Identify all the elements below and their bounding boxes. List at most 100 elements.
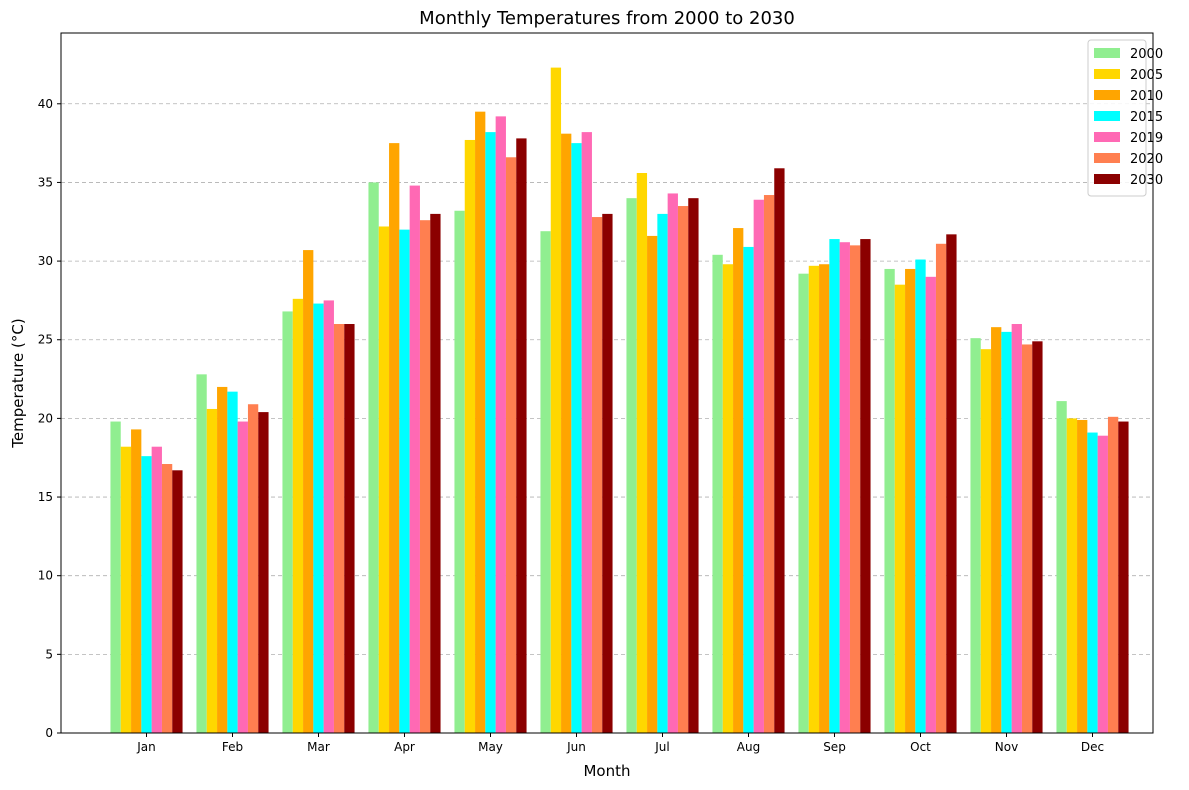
legend-swatch-2015 xyxy=(1094,111,1120,121)
bar-2000-aug xyxy=(712,254,723,733)
bar-2030-may xyxy=(516,138,527,734)
x-tick-label-oct: Oct xyxy=(910,740,931,754)
bar-2015-may xyxy=(485,132,496,733)
bar-2010-dec xyxy=(1077,419,1088,733)
bar-2005-jul xyxy=(636,173,648,733)
x-tick-label-feb: Feb xyxy=(222,740,243,754)
y-tick-label: 5 xyxy=(45,647,53,661)
bar-2019-feb xyxy=(237,421,248,733)
x-tick-label-apr: Apr xyxy=(394,740,415,754)
bar-2010-mar xyxy=(303,250,314,733)
y-tick-label: 20 xyxy=(38,411,53,425)
bar-2000-apr xyxy=(368,182,379,733)
x-tick-label-jun: Jun xyxy=(566,740,586,754)
bar-2010-feb xyxy=(217,386,228,733)
bar-2010-nov xyxy=(991,327,1002,733)
bar-2020-jan xyxy=(161,464,173,733)
bar-2020-oct xyxy=(935,243,947,734)
bar-2000-jun xyxy=(540,231,551,733)
legend-label-2015: 2015 xyxy=(1130,110,1163,125)
y-tick-label: 40 xyxy=(38,97,53,111)
y-tick-label: 35 xyxy=(38,175,53,189)
y-tick-label: 0 xyxy=(45,726,53,740)
bar-2019-apr xyxy=(409,185,420,733)
bar-2010-jan xyxy=(131,429,142,733)
legend-swatch-2005 xyxy=(1094,69,1120,79)
bar-2020-apr xyxy=(419,220,431,733)
legend-swatch-2010 xyxy=(1094,90,1120,100)
bar-2015-jul xyxy=(657,213,668,734)
bar-2019-jul xyxy=(667,193,678,733)
bar-2005-apr xyxy=(378,226,390,733)
bar-2005-nov xyxy=(980,349,992,733)
x-tick-label-jan: Jan xyxy=(136,740,156,754)
bar-2030-feb xyxy=(258,412,269,733)
plot-frame xyxy=(60,32,1154,734)
y-tick-label: 10 xyxy=(38,569,53,583)
bar-2019-dec xyxy=(1097,435,1108,733)
legend-swatch-2020 xyxy=(1094,153,1120,163)
x-tick-label-aug: Aug xyxy=(737,740,760,754)
legend-label-2020: 2020 xyxy=(1130,152,1163,167)
y-axis-ticks: 0 5 10 15 20 25 30 35 40 xyxy=(38,97,61,740)
bar-2030-sep xyxy=(860,239,871,733)
legend-swatch-2019 xyxy=(1094,132,1120,142)
bar-2015-feb xyxy=(227,391,238,733)
bar-2019-sep xyxy=(839,242,850,733)
x-tick-label-mar: Mar xyxy=(307,740,330,754)
bar-2015-aug xyxy=(743,246,754,733)
bars xyxy=(110,67,1129,734)
y-tick-label: 30 xyxy=(38,254,53,268)
x-tick-label-nov: Nov xyxy=(995,740,1018,754)
bar-2019-mar xyxy=(323,300,334,733)
legend-label-2000: 2000 xyxy=(1130,47,1163,62)
bar-2030-nov xyxy=(1032,341,1043,733)
legend-label-2019: 2019 xyxy=(1130,131,1163,146)
legend-swatch-2000 xyxy=(1094,48,1120,58)
bar-2000-feb xyxy=(196,374,207,733)
bar-2030-jan xyxy=(172,470,183,733)
bar-2015-jun xyxy=(571,143,582,733)
bar-2015-apr xyxy=(399,229,410,733)
bar-2015-jan xyxy=(141,456,152,733)
bar-2010-aug xyxy=(733,228,744,733)
bar-2015-nov xyxy=(1001,331,1012,733)
legend-swatch-2030 xyxy=(1094,174,1120,184)
bar-2010-apr xyxy=(389,143,400,733)
bar-2000-jul xyxy=(626,198,637,734)
bar-2010-sep xyxy=(819,264,830,733)
bar-2000-sep xyxy=(798,273,809,733)
bar-2000-mar xyxy=(282,311,293,733)
bar-2000-nov xyxy=(970,338,981,733)
bar-2030-aug xyxy=(774,168,785,734)
bar-2005-feb xyxy=(206,408,218,733)
bar-2015-dec xyxy=(1087,432,1098,733)
bar-2010-may xyxy=(475,111,486,734)
bar-2010-jun xyxy=(561,133,572,733)
bar-2005-aug xyxy=(722,264,734,733)
x-tick-label-jul: Jul xyxy=(654,740,669,754)
x-tick-label-sep: Sep xyxy=(823,740,846,754)
bar-2019-nov xyxy=(1011,324,1022,733)
bar-2005-oct xyxy=(894,284,906,733)
bar-2000-may xyxy=(454,210,465,733)
x-axis-ticks: Jan Feb Mar Apr May Jun Jul Aug Sep Oct Nov Dec xyxy=(136,733,1104,754)
x-tick-label-may: May xyxy=(478,740,503,754)
bar-2019-may xyxy=(495,116,506,733)
x-axis-title: Month xyxy=(583,762,630,780)
bar-2020-jun xyxy=(591,217,603,734)
bar-2005-dec xyxy=(1066,418,1078,733)
bar-2000-oct xyxy=(884,268,895,733)
bar-2015-sep xyxy=(829,239,840,733)
bar-2020-aug xyxy=(763,195,775,734)
bar-2019-oct xyxy=(925,276,936,733)
bar-2030-oct xyxy=(946,234,957,733)
y-axis-title: Temperature (°C) xyxy=(9,318,27,448)
bar-2019-jan xyxy=(151,446,162,733)
legend: 2000 2005 2010 2015 2019 2020 2030 xyxy=(1087,39,1163,197)
bar-2030-mar xyxy=(344,324,355,733)
bar-2020-dec xyxy=(1107,416,1119,733)
bar-2030-apr xyxy=(430,213,441,734)
bar-2005-sep xyxy=(808,265,820,733)
